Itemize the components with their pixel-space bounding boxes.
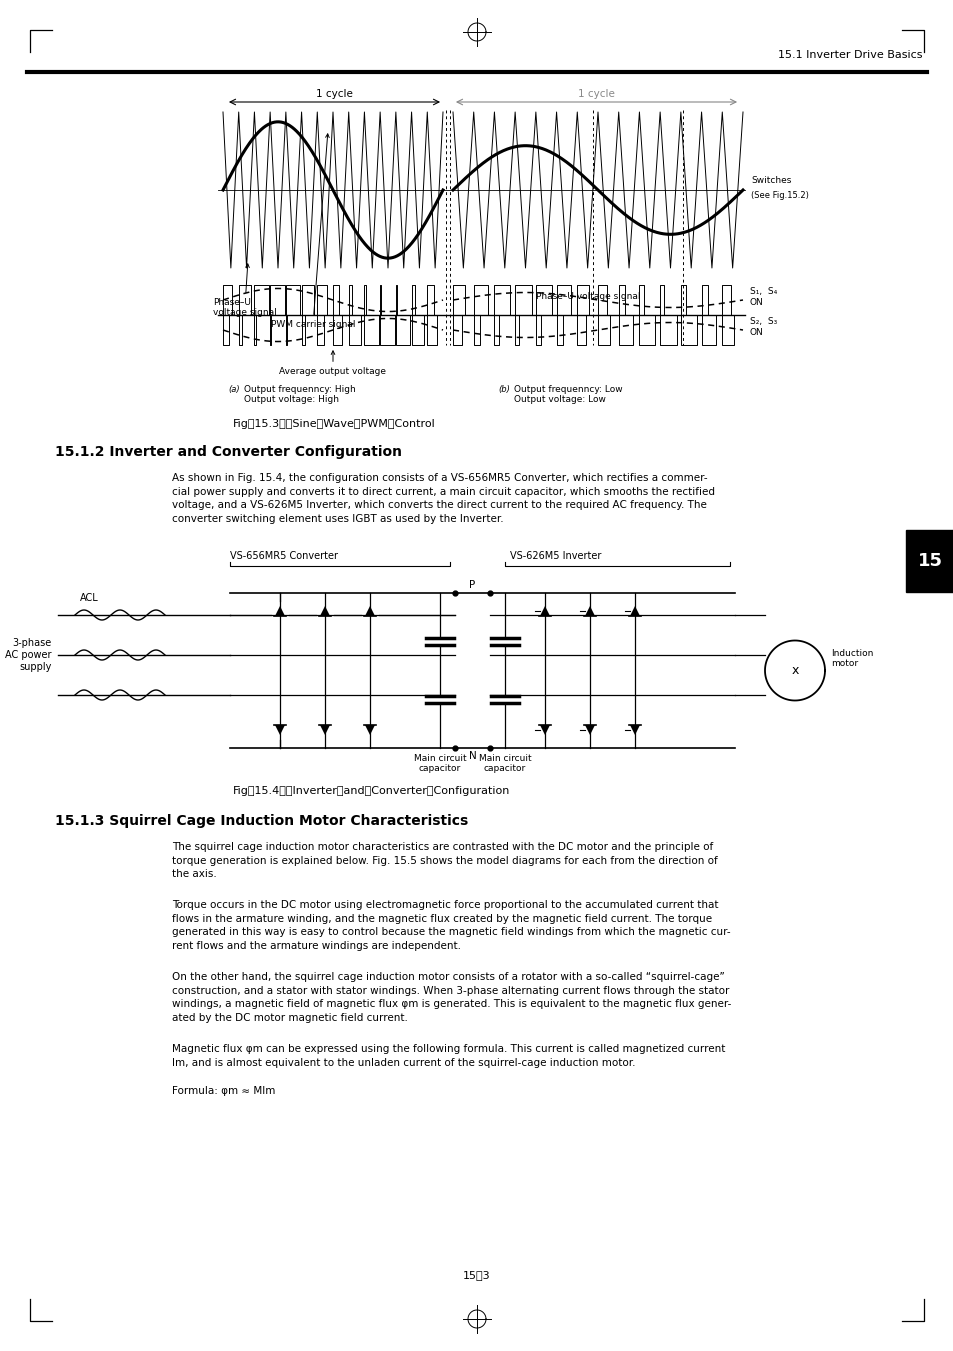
Polygon shape bbox=[365, 725, 375, 735]
Text: Average output voltage: Average output voltage bbox=[279, 351, 386, 376]
Text: Main circuit
capacitor: Main circuit capacitor bbox=[414, 754, 466, 773]
Polygon shape bbox=[629, 607, 639, 616]
Polygon shape bbox=[539, 607, 550, 616]
Text: (a): (a) bbox=[228, 385, 239, 394]
Polygon shape bbox=[274, 725, 285, 735]
Text: Output frequenncy: High
Output voltage: High: Output frequenncy: High Output voltage: … bbox=[244, 385, 355, 404]
Text: ACL: ACL bbox=[80, 593, 99, 603]
Text: VS-656MR5 Converter: VS-656MR5 Converter bbox=[230, 551, 337, 561]
Polygon shape bbox=[584, 607, 595, 616]
Text: Formula: φm ≈ MIm: Formula: φm ≈ MIm bbox=[172, 1086, 275, 1096]
Text: Output frequenncy: Low
Output voltage: Low: Output frequenncy: Low Output voltage: L… bbox=[514, 385, 622, 404]
Text: The squirrel cage induction motor characteristics are contrasted with the DC mot: The squirrel cage induction motor charac… bbox=[172, 842, 717, 880]
Text: (b): (b) bbox=[497, 385, 509, 394]
Text: Phase–U
voltage signal: Phase–U voltage signal bbox=[213, 263, 276, 317]
Text: Magnetic flux φm can be expressed using the following formula. This current is c: Magnetic flux φm can be expressed using … bbox=[172, 1044, 724, 1067]
Text: N: N bbox=[468, 751, 476, 761]
Text: Main circuit
capacitor: Main circuit capacitor bbox=[478, 754, 531, 773]
Text: x: x bbox=[790, 663, 798, 677]
Text: 3-phase
AC power
supply: 3-phase AC power supply bbox=[6, 639, 52, 671]
Text: ON: ON bbox=[749, 299, 763, 307]
Text: Phase–U voltage signal: Phase–U voltage signal bbox=[536, 292, 639, 301]
Text: 15／3: 15／3 bbox=[463, 1270, 490, 1279]
Polygon shape bbox=[365, 607, 375, 616]
Text: 15.1 Inverter Drive Basics: 15.1 Inverter Drive Basics bbox=[778, 50, 922, 59]
Text: S₂,  S₃: S₂, S₃ bbox=[749, 317, 777, 326]
Text: 15.1.3 Squirrel Cage Induction Motor Characteristics: 15.1.3 Squirrel Cage Induction Motor Cha… bbox=[55, 815, 468, 828]
Text: ON: ON bbox=[749, 328, 763, 336]
Text: VS-626M5 Inverter: VS-626M5 Inverter bbox=[510, 551, 600, 561]
Text: On the other hand, the squirrel cage induction motor consists of a rotator with : On the other hand, the squirrel cage ind… bbox=[172, 971, 731, 1023]
Text: Switches: Switches bbox=[750, 176, 791, 185]
Polygon shape bbox=[539, 725, 550, 735]
Bar bbox=[905, 530, 953, 592]
Text: (See Fig.15.2): (See Fig.15.2) bbox=[750, 190, 808, 200]
Text: 1 cycle: 1 cycle bbox=[315, 89, 353, 99]
Polygon shape bbox=[584, 725, 595, 735]
Text: 15: 15 bbox=[917, 553, 942, 570]
Text: Torque occurs in the DC motor using electromagnetic force proportional to the ac: Torque occurs in the DC motor using elec… bbox=[172, 900, 730, 951]
Text: 1 cycle: 1 cycle bbox=[578, 89, 615, 99]
Polygon shape bbox=[274, 607, 285, 616]
Polygon shape bbox=[629, 725, 639, 735]
Polygon shape bbox=[319, 607, 330, 616]
Text: S₁,  S₄: S₁, S₄ bbox=[749, 286, 777, 296]
Text: Fig／15.3　　Sine［Wave］PWM［Control: Fig／15.3 Sine［Wave］PWM［Control bbox=[233, 419, 436, 430]
Text: Induction
motor: Induction motor bbox=[830, 648, 872, 669]
Polygon shape bbox=[319, 725, 330, 735]
Text: As shown in Fig. 15.4, the configuration consists of a VS-656MR5 Converter, whic: As shown in Fig. 15.4, the configuration… bbox=[172, 473, 714, 524]
Text: Fig／15.4　　Inverter［and］Converter［Configuration: Fig／15.4 Inverter［and］Converter［Configur… bbox=[233, 786, 510, 796]
Text: PWM carrier signal: PWM carrier signal bbox=[271, 134, 355, 330]
Text: P: P bbox=[469, 580, 476, 590]
Text: 15.1.2 Inverter and Converter Configuration: 15.1.2 Inverter and Converter Configurat… bbox=[55, 444, 401, 459]
